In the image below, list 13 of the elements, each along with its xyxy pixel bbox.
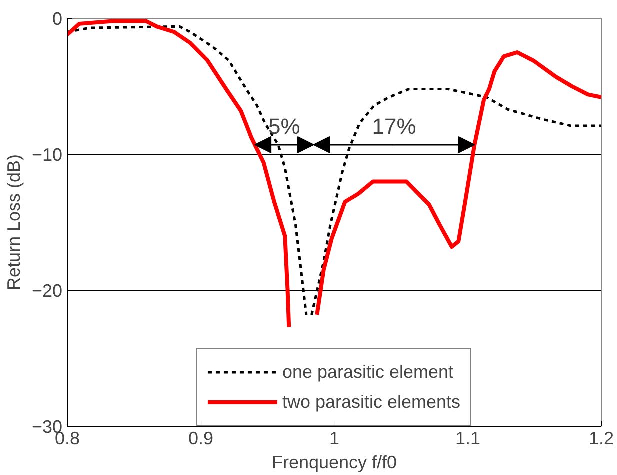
annotation: 5% <box>268 114 300 139</box>
annotation: 17% <box>372 114 416 139</box>
legend-label: one parasitic element <box>282 360 454 384</box>
y-tick-label: 0 <box>52 9 63 29</box>
x-tick-label: 1.2 <box>588 428 614 448</box>
y-tick-label: −10 <box>32 145 63 165</box>
x-tick-label: 1 <box>329 428 340 448</box>
y-tick-label: −20 <box>32 281 63 301</box>
x-tick-label: 1.1 <box>455 428 481 448</box>
x-tick-label: 0.9 <box>188 428 214 448</box>
x-axis-title: Frenquency f/f0 <box>272 452 398 472</box>
y-axis-title: Return Loss (dB) <box>4 154 24 291</box>
legend-label: two parasitic elements <box>282 390 461 414</box>
